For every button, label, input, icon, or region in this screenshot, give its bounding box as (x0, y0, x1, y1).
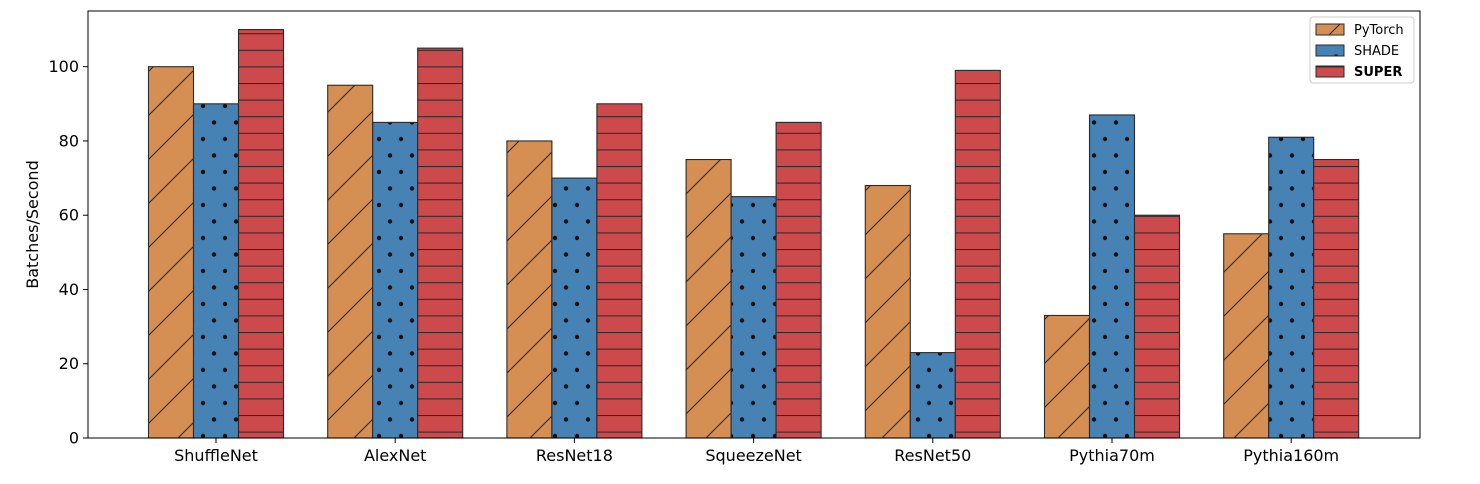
bar-pytorch-pythia70m (1043, 314, 1091, 439)
bar-hatch (910, 352, 956, 438)
legend: PyTorch SHADE SUPER (1309, 16, 1415, 84)
y-tick-label: 100 (48, 57, 79, 76)
y-tick-label: 0 (69, 429, 79, 448)
bar-super-resnet50 (954, 69, 1001, 439)
bar-super-shufflenet (237, 29, 285, 439)
bar-pytorch-squeezenet (685, 158, 732, 439)
bar-hatch (686, 159, 732, 439)
bar-hatch (148, 66, 194, 439)
bar-hatch (417, 48, 463, 439)
bar-shade-squeezenet (730, 196, 777, 439)
bar-hatch (955, 70, 1001, 439)
bar-hatch (1268, 137, 1314, 439)
bar-hatch (1089, 114, 1135, 439)
x-tick-label-pythia70m: Pythia70m (1069, 446, 1155, 465)
x-tick-label-shufflenet: ShuffleNet (174, 446, 258, 465)
legend-swatch-hatch (1316, 45, 1344, 56)
bar-hatch (731, 196, 777, 438)
legend-swatch-edge (1315, 65, 1345, 78)
bar-pytorch-shufflenet (147, 66, 195, 439)
y-tick-label: 40 (59, 280, 79, 299)
bar-super-resnet18 (596, 103, 643, 439)
bar-hatch (551, 178, 597, 438)
bar-super-pythia160m (1313, 158, 1360, 439)
bar-hatch (865, 185, 911, 438)
bars-layer (147, 29, 1360, 439)
bar-hatch (596, 103, 642, 439)
legend-swatch-edge (1315, 44, 1345, 57)
bar-hatch (1313, 159, 1359, 439)
legend-swatch-hatch (1316, 24, 1344, 35)
y-tick-label: 60 (59, 206, 79, 225)
bar-hatch (776, 122, 822, 439)
bar-pytorch-pythia160m (1223, 233, 1270, 439)
bar-shade-pythia160m (1268, 136, 1315, 439)
x-tick-label-pythia160m: Pythia160m (1243, 446, 1339, 465)
legend-swatch-hatch (1316, 66, 1344, 77)
bar-shade-pythia70m (1088, 114, 1136, 439)
legend-swatch-edge (1315, 23, 1345, 36)
y-tick-label: 80 (59, 131, 79, 150)
x-axis-ticks: ShuffleNet AlexNet ResNet18 SqueezeNet ResNe… (174, 438, 1339, 465)
legend-label: SUPER (1354, 65, 1402, 80)
legend-item-pytorch: PyTorch (1315, 23, 1404, 38)
legend-label: PyTorch (1354, 23, 1404, 38)
x-tick-label-resnet18: ResNet18 (536, 446, 613, 465)
y-axis-ticks: 0 20 40 60 80 100 (48, 57, 88, 448)
bar-pytorch-resnet50 (864, 184, 911, 439)
bar-hatch (506, 140, 552, 438)
bar-hatch (193, 103, 239, 439)
bar-shade-shufflenet (192, 103, 240, 439)
bar-hatch (327, 85, 373, 439)
y-tick-label: 20 (59, 354, 79, 373)
bar-pytorch-alexnet (327, 84, 374, 439)
x-tick-label-alexnet: AlexNet (364, 446, 427, 465)
legend-label: SHADE (1354, 44, 1399, 59)
x-tick-label-resnet50: ResNet50 (894, 446, 971, 465)
bar-hatch (1044, 315, 1090, 438)
legend-item-shade: SHADE (1315, 44, 1399, 59)
bar-shade-resnet18 (551, 177, 598, 439)
legend-item-super: SUPER (1315, 65, 1402, 80)
x-tick-label-squeezenet: SqueezeNet (705, 446, 801, 465)
bar-super-squeezenet (775, 121, 822, 439)
bar-hatch (238, 29, 284, 439)
bar-shade-alexnet (372, 121, 419, 439)
bar-hatch (1223, 233, 1269, 438)
bar-super-pythia70m (1133, 214, 1181, 439)
bar-shade-resnet50 (909, 352, 956, 439)
bar-hatch (372, 122, 418, 439)
bar-super-alexnet (417, 47, 464, 439)
bar-hatch (1134, 215, 1180, 438)
y-axis-label: Batches/Second (23, 160, 42, 288)
bar-pytorch-resnet18 (506, 140, 553, 439)
